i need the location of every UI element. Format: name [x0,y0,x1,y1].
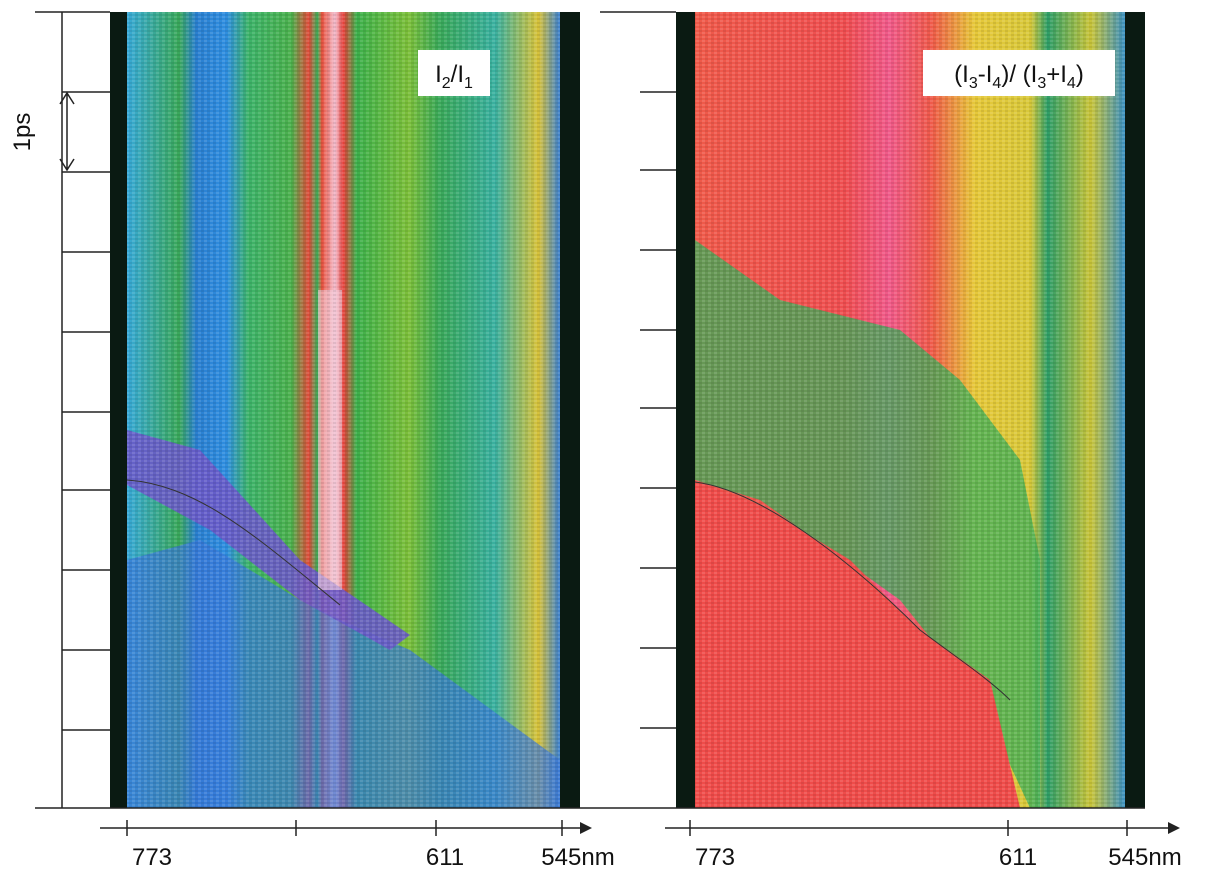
subscript: 3 [969,75,978,92]
subscript: 3 [1037,75,1046,92]
subscript: 4 [1067,75,1076,92]
label-part: +I [1046,61,1067,88]
x-label: 773 [695,844,735,869]
x-label: 545nm [1108,844,1181,869]
time-scale-label: 1ps [9,113,36,152]
subscript: 4 [992,75,1001,92]
x-label: 611 [426,844,464,869]
label-part: (I [954,61,969,88]
subscript: 2 [442,75,451,92]
x-label: 545nm [541,844,614,869]
time-axis: 1ps [9,11,1145,809]
label-part: I [435,61,442,88]
wavelength-axes: 773 611 545nm 773 611 545nm [100,820,1182,869]
right-image [676,12,1145,808]
panel-label: I2/I1 [435,61,473,92]
label-part: -I [978,61,993,88]
x-label: 773 [132,844,172,869]
label-box [923,50,1115,96]
panel-label: (I3-I4)/ (I3+I4) [954,61,1084,92]
label-part: /I [451,61,464,88]
subscript: 1 [464,75,473,92]
label-part: ) [1076,61,1084,88]
label-part: )/ (I [1001,61,1037,88]
left-image [110,12,580,808]
x-label: 611 [999,844,1037,869]
label-box [418,50,490,96]
